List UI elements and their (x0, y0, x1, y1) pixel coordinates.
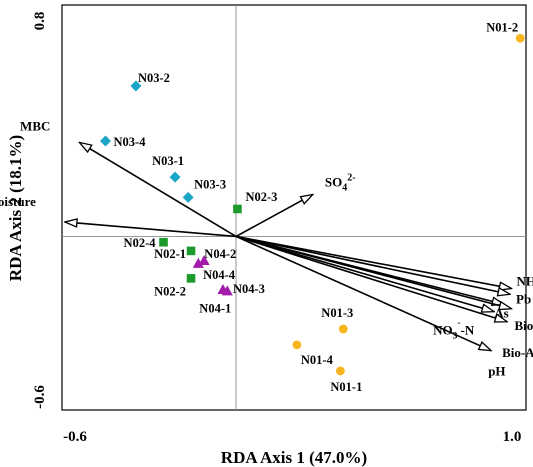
vector-label-moisture: Moisture (0, 194, 36, 209)
point-label-n02-4: N02-4 (124, 236, 157, 250)
point-n01-2 (515, 33, 525, 43)
y-tick-top: 0.8 (32, 12, 48, 31)
vector-layer: MBCMoistureSO42-NH4+-NPbAsNO3--NBio-PbBi… (0, 118, 533, 378)
point-label-n03-2: N03-2 (138, 71, 170, 85)
point-n02-4 (159, 237, 168, 247)
point-label-n03-1: N03-1 (152, 154, 184, 168)
point-label-n04-1: N04-1 (199, 301, 231, 315)
point-n03-2 (130, 80, 142, 92)
point-label-n04-4: N04-4 (203, 268, 236, 282)
point-label-n03-3: N03-3 (194, 177, 226, 191)
point-n02-1 (186, 246, 196, 256)
point-layer: N01-1 N01-2 N01-3 N01-4 N02-1 N02-2 N02-3 N02-4… (100, 20, 525, 394)
point-label-n01-2: N01-2 (486, 20, 518, 34)
point-label-n02-3: N02-3 (245, 190, 277, 204)
x-tick-left: -0.6 (63, 429, 87, 445)
point-n04-4 (198, 255, 210, 266)
point-n01-3 (338, 324, 348, 334)
point-label-n04-3: N04-3 (233, 282, 265, 296)
point-n03-1 (169, 171, 181, 183)
vector-label-bio-pb: Bio-Pb (515, 318, 533, 333)
vector-pb (235, 235, 510, 294)
point-n02-3 (233, 204, 242, 214)
vector-label-bio-as: Bio-As (502, 345, 533, 360)
vector-label-ph: pH (488, 364, 505, 379)
point-n04-2 (192, 257, 204, 268)
x-axis-label: RDA Axis 1 (47.0%) (221, 448, 367, 467)
point-label-n01-3: N01-3 (321, 306, 353, 320)
vector-label-mbc: MBC (20, 118, 50, 133)
x-tick-right: 1.0 (503, 429, 522, 445)
vector-bio-as (235, 235, 507, 321)
vector-no3-n (235, 235, 494, 311)
vector-ph (235, 235, 491, 350)
vector-moisture (65, 222, 237, 238)
plot-frame (61, 4, 527, 411)
point-n01-4 (292, 340, 302, 350)
point-n02-2 (186, 274, 196, 283)
vector-so4 (235, 194, 313, 238)
y-axis-label: RDA Axis 2 (18.1%) (6, 135, 25, 281)
point-label-n02-2: N02-2 (154, 284, 186, 298)
point-label-n04-2: N04-2 (204, 247, 236, 261)
point-label-n03-4: N03-4 (114, 135, 147, 149)
point-n04-3 (217, 283, 229, 294)
point-n01-1 (336, 366, 345, 376)
vector-bio-pb (235, 235, 512, 308)
vector-nh4-n (235, 235, 512, 288)
vector-label-nh4-n: NH4+-N (517, 270, 533, 293)
y-tick-bottom: -0.6 (32, 385, 48, 409)
point-n03-4 (100, 135, 111, 147)
point-n03-3 (182, 191, 194, 203)
vector-label-no3-n: NO3--N (433, 319, 475, 342)
vector-label-so4: SO42- (325, 172, 356, 193)
point-label-n01-1: N01-1 (330, 380, 362, 394)
point-label-n01-4: N01-4 (301, 353, 334, 367)
vector-label-pb: Pb (516, 291, 531, 306)
vector-mbc (79, 142, 237, 238)
point-label-n02-1: N02-1 (154, 247, 186, 261)
